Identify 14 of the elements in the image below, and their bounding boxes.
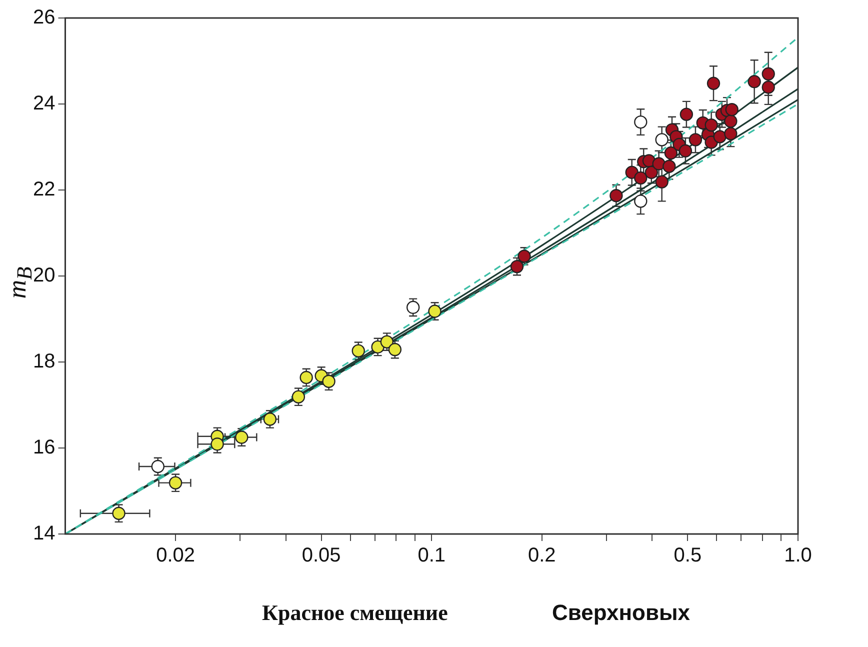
y-tick-label: 18 (32, 350, 56, 373)
x-tick-label: 0.02 (156, 544, 196, 567)
x-tick-label: 0.05 (302, 544, 341, 567)
x-axis-title: Красное смещение (262, 600, 448, 626)
text: Сверхновых (552, 600, 690, 626)
x-tick-label: 0.1 (418, 544, 446, 567)
x-tick-label: 1.0 (784, 544, 812, 567)
y-tick-label: 24 (32, 92, 56, 115)
x-tick-label: 0.5 (674, 544, 702, 567)
y-tick-label: 16 (32, 436, 56, 459)
x-tick-label: 0.2 (528, 544, 556, 567)
y-tick-label: 26 (32, 6, 56, 29)
y-tick-label: 22 (32, 178, 56, 201)
y-tick-label: 14 (32, 522, 56, 545)
